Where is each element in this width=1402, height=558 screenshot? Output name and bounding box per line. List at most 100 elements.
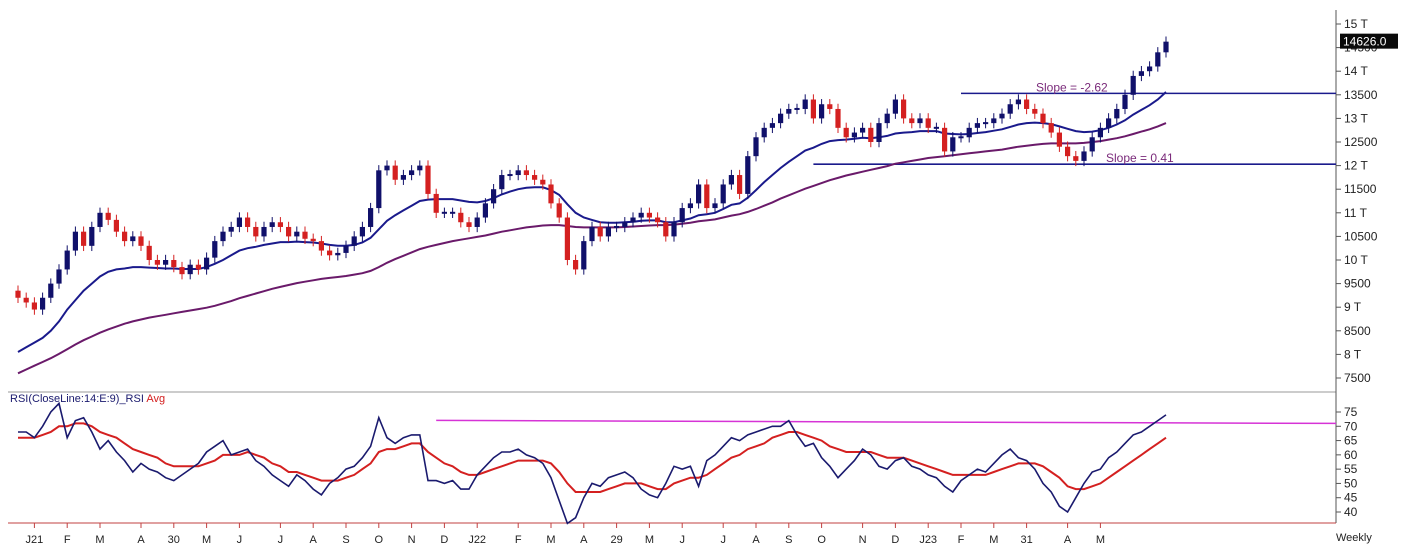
candle-body	[1015, 99, 1021, 105]
candle-body	[581, 241, 587, 270]
slope-annotation: Slope = -2.62	[1036, 80, 1108, 94]
price-tick-label: 14 T	[1344, 64, 1368, 78]
candle-body	[294, 231, 300, 237]
last-price-marker: 14626.0	[1340, 33, 1398, 49]
rsi-tick-label: 50	[1344, 476, 1358, 490]
candle-body	[950, 137, 956, 152]
candle-body	[1073, 156, 1079, 161]
candle-body	[310, 238, 316, 242]
x-tick-label: J	[278, 534, 284, 546]
candle-body	[753, 137, 759, 157]
candle-body	[1024, 99, 1030, 109]
x-tick-label: D	[891, 534, 899, 546]
rsi-tick-label: 65	[1344, 434, 1358, 448]
candle-body	[277, 222, 283, 227]
price-tick-label: 8500	[1344, 324, 1371, 338]
candle-body	[228, 226, 234, 232]
candle-body	[794, 107, 800, 110]
candle-body	[1007, 104, 1013, 114]
candle-body	[23, 297, 29, 303]
candle-body	[737, 175, 743, 194]
x-tick-label: M	[95, 534, 104, 546]
candle-body	[433, 193, 439, 213]
candle-body	[925, 118, 931, 128]
candle-body	[958, 136, 964, 139]
x-tick-label: A	[310, 534, 318, 546]
candle-body	[778, 113, 784, 124]
candle-body	[523, 170, 529, 176]
x-tick-label: 31	[1020, 534, 1032, 546]
candle-body	[15, 290, 21, 298]
x-tick-label: J	[237, 534, 243, 546]
candle-body	[671, 222, 677, 237]
x-tick-label: M	[645, 534, 654, 546]
candle-body	[548, 184, 554, 204]
x-tick-label: F	[515, 534, 522, 546]
candle-body	[335, 252, 341, 256]
candle-body	[409, 170, 415, 176]
candle-body	[171, 260, 177, 268]
rsi-reference-line	[436, 419, 1337, 425]
candle-body	[605, 226, 611, 237]
candle-body	[851, 132, 857, 138]
candle-body	[1106, 118, 1112, 128]
x-tick-label: A	[137, 534, 145, 546]
candle-body	[72, 231, 78, 251]
candle-body	[212, 241, 218, 258]
rsi-tick-label: 45	[1344, 491, 1358, 505]
candle-body	[909, 118, 915, 124]
candle-body	[876, 123, 882, 142]
candle-body	[901, 99, 907, 119]
candle-body	[417, 165, 423, 171]
candle-body	[318, 241, 324, 251]
price-tick-label: 8 T	[1344, 347, 1362, 361]
candle-body	[40, 297, 46, 310]
candle-body	[761, 127, 767, 138]
candle-body	[696, 184, 702, 204]
candle-body	[220, 231, 226, 242]
candle-body	[933, 126, 939, 129]
rsi-tick-label: 40	[1344, 505, 1358, 519]
candle-body	[1056, 132, 1062, 147]
candle-body	[999, 113, 1005, 119]
candle-body	[802, 99, 808, 109]
candle-body	[1155, 52, 1161, 67]
candle-body	[884, 113, 890, 124]
candle-body	[966, 127, 972, 138]
rsi-avg-line	[18, 422, 1167, 493]
candle-body	[622, 222, 628, 227]
x-tick-label: S	[342, 534, 349, 546]
candle-body	[532, 175, 538, 180]
rsi-tick-label: 70	[1344, 419, 1358, 433]
x-tick-label: N	[859, 534, 867, 546]
candle-body	[597, 226, 603, 237]
candle-body	[450, 211, 456, 214]
price-tick-label: 7500	[1344, 371, 1371, 385]
candle-body	[917, 118, 923, 124]
x-tick-label: J	[679, 534, 685, 546]
candle-body	[458, 212, 464, 223]
candle-body	[835, 108, 841, 128]
candle-body	[974, 123, 980, 128]
axes	[8, 10, 1337, 524]
candle-body	[163, 260, 169, 265]
x-tick-label: J	[720, 534, 726, 546]
price-tick-label: 15 T	[1344, 17, 1368, 31]
candle-body	[154, 260, 160, 265]
candle-body	[573, 260, 579, 270]
candle-body	[441, 211, 447, 214]
last-price-label: 14626.0	[1343, 35, 1387, 49]
candle-body	[236, 217, 242, 227]
candle-body	[769, 123, 775, 128]
candle-body	[1163, 41, 1169, 53]
candle-body	[1138, 71, 1144, 76]
x-tick-label: 29	[610, 534, 622, 546]
candle-body	[269, 222, 275, 227]
rsi-panel: RSI(CloseLine:14:E:9)_RSI Avg 7570656055…	[10, 393, 1358, 525]
candle-body	[482, 203, 488, 218]
candle-body	[638, 212, 644, 218]
candle-body	[868, 127, 874, 142]
x-tick-label: M	[989, 534, 998, 546]
candle-body	[1032, 108, 1038, 114]
candle-body	[146, 245, 152, 260]
